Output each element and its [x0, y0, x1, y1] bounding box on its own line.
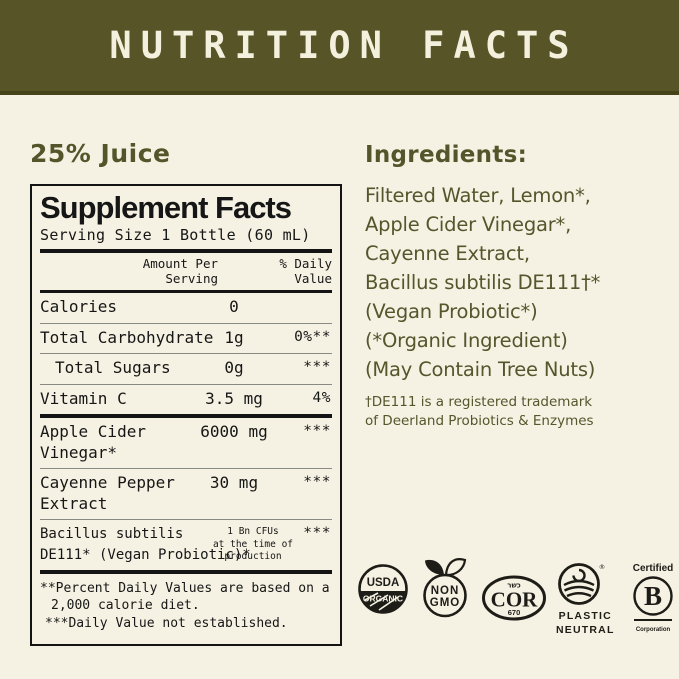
nutrient-row-bacillus-subtilis: Bacillus subtilis DE111* (Vegan Probioti… — [40, 520, 332, 570]
nutrient-row-apple-cider-vinegar: Apple Cider Vinegar* 6000 mg *** — [40, 418, 332, 468]
b-corp-badge: Certified B Corporation — [624, 560, 679, 634]
rule-thick — [40, 569, 332, 574]
rule-medium — [40, 290, 332, 294]
trademark-note: †DE111 is a registered trademark of Deer… — [365, 394, 594, 429]
nutrient-name: Bacillus subtilis DE111* (Vegan Probioti… — [40, 526, 251, 563]
svg-text:COR: COR — [491, 588, 539, 612]
plastic-neutral-label: PLASTIC NEUTRAL — [556, 610, 615, 636]
svg-text:NON: NON — [431, 585, 460, 597]
svg-text:כשר: כשר — [507, 582, 521, 590]
banner-title: NUTRITION FACTS — [109, 24, 579, 67]
rule-thick — [40, 249, 332, 254]
nutrient-amount: 1g — [224, 327, 244, 347]
svg-text:®: ® — [599, 563, 606, 571]
footnote-daily-values: **Percent Daily Values are based on a 2,… — [40, 580, 330, 614]
svg-text:ORGANIC: ORGANIC — [363, 594, 403, 604]
ingredient-line: Cayenne Extract, — [365, 242, 530, 265]
ingredient-line: Bacillus subtilis DE111†* — [365, 271, 601, 294]
column-headers: Amount Per Serving % Daily Value — [40, 253, 332, 290]
nutrient-name: Apple Cider Vinegar* — [40, 422, 146, 462]
svg-text:Corporation: Corporation — [635, 627, 670, 633]
nutrient-name: Vitamin C — [40, 388, 127, 408]
nutrient-dv: *** — [303, 359, 331, 376]
panel-footnotes: **Percent Daily Values are based on a 2,… — [40, 574, 332, 637]
ingredient-line: Apple Cider Vinegar*, — [365, 213, 572, 236]
non-gmo-icon: NON GMO — [423, 558, 467, 618]
usda-organic-icon: USDA ORGANIC — [358, 564, 408, 614]
nutrient-amount: 30 mg — [209, 473, 259, 493]
nutrient-amount: 1 Bn CFUs at the time of production — [212, 526, 294, 562]
nutrient-dv: *** — [303, 474, 331, 491]
ingredients-section: Ingredients: Filtered Water, Lemon*, App… — [365, 142, 665, 431]
rule-thick — [40, 414, 332, 419]
b-corp-icon: Certified B Corporation — [632, 563, 673, 633]
svg-text:B: B — [644, 581, 662, 611]
nutrient-amount: 0g — [224, 358, 244, 378]
banner: NUTRITION FACTS — [0, 0, 679, 95]
nutrient-amount: 0 — [229, 297, 239, 317]
certification-badges: USDA ORGANIC NON GMO כשר COR 6 — [357, 556, 673, 637]
svg-text:670: 670 — [508, 608, 521, 617]
daily-value-header: % Daily Value — [279, 256, 332, 287]
rule-thin — [40, 519, 332, 521]
nutrient-name: Calories — [40, 297, 118, 317]
nutrient-dv: *** — [303, 525, 331, 542]
nutrient-name: Cayenne Pepper Extract — [40, 473, 175, 513]
nutrient-name: Total Carbohydrate — [40, 327, 214, 347]
ingredient-line: (*Organic Ingredient) — [365, 329, 568, 352]
rule-thin — [40, 383, 332, 385]
svg-text:Certified: Certified — [632, 563, 673, 574]
label-content: 25% Juice Supplement Facts Serving Size … — [0, 95, 679, 679]
cor-icon: כשר COR 670 — [482, 575, 546, 621]
ingredient-line: Filtered Water, Lemon*, — [365, 184, 591, 207]
juice-percentage-label: 25% Juice — [30, 139, 171, 168]
nutrient-row-cayenne-pepper-extract: Cayenne Pepper Extract 30 mg *** — [40, 469, 332, 519]
nutrient-dv: *** — [303, 423, 331, 440]
cor-badge: כשר COR 670 — [481, 575, 547, 621]
nutrient-amount: 3.5 mg — [205, 388, 263, 408]
usda-organic-badge: USDA ORGANIC — [357, 563, 409, 615]
nutrient-dv: 0%** — [294, 328, 331, 345]
nutrient-row-total-carbohydrate: Total Carbohydrate 1g 0%** — [40, 324, 332, 353]
nutrient-row-vitamin-c: Vitamin C 3.5 mg 4% — [40, 385, 332, 414]
nutrient-amount: 6000 mg — [200, 422, 268, 442]
ingredient-line: (May Contain Tree Nuts) — [365, 358, 596, 381]
supplement-facts-panel: Supplement Facts Serving Size 1 Bottle (… — [30, 184, 342, 647]
footnote-dv-not-established: ***Daily Value not established. — [45, 615, 288, 631]
nutrient-row-calories: Calories 0 — [40, 293, 332, 322]
nutrient-name: Total Sugars — [55, 358, 171, 378]
nutrient-dv: 4% — [312, 389, 331, 406]
amount-per-serving-header: Amount Per Serving — [142, 256, 218, 287]
rule-thin — [40, 322, 332, 324]
plastic-neutral-badge: ® PLASTIC NEUTRAL — [556, 561, 615, 637]
svg-text:GMO: GMO — [430, 597, 460, 609]
serving-size: Serving Size 1 Bottle (60 mL) — [40, 226, 311, 245]
svg-text:USDA: USDA — [367, 577, 400, 589]
ingredient-line: (Vegan Probiotic*) — [365, 300, 538, 323]
plastic-neutral-icon: ® — [558, 563, 606, 605]
non-gmo-badge: NON GMO — [418, 556, 472, 618]
panel-title: Supplement Facts — [40, 190, 292, 225]
rule-thin — [40, 353, 332, 355]
ingredients-heading: Ingredients: — [365, 142, 528, 168]
rule-thin — [40, 468, 332, 470]
nutrient-row-total-sugars: Total Sugars 0g *** — [40, 354, 332, 383]
